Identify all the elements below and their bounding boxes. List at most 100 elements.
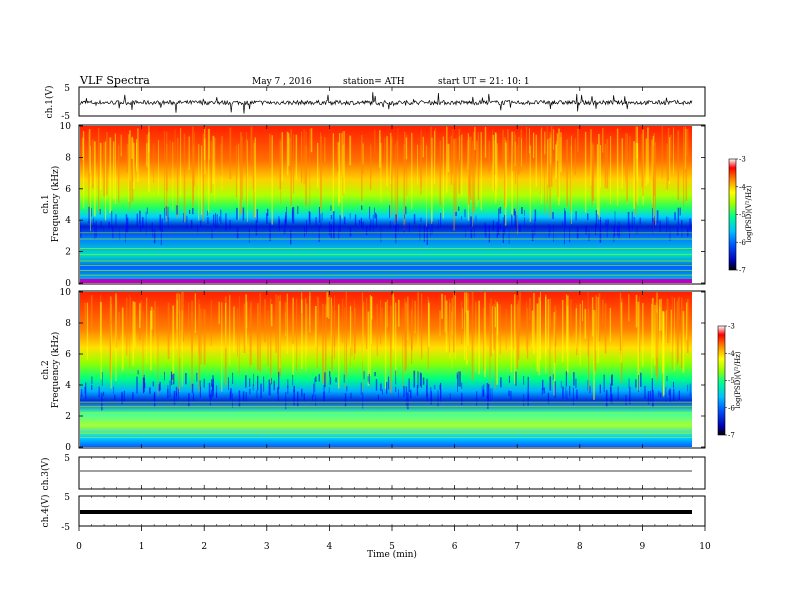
spectrogram-streak: [289, 137, 291, 171]
spectrogram-streak: [346, 386, 348, 392]
spectrogram-streak: [370, 144, 372, 190]
spectrogram-streak: [569, 386, 571, 396]
spectrogram-streak: [674, 297, 675, 372]
spectrogram-streak: [177, 138, 179, 219]
spectrogram-streak: [375, 214, 378, 228]
spectrogram-streak: [157, 306, 159, 397]
spectrogram-streak: [659, 392, 662, 398]
spectrogram-streak: [395, 302, 397, 378]
time-tick-label: 4: [327, 542, 333, 552]
spectrogram-streak: [322, 212, 323, 221]
spectrogram-streak: [336, 142, 339, 172]
spectrogram-streak: [453, 143, 455, 231]
spectrogram-streak: [121, 307, 124, 371]
spectrogram-streak: [669, 137, 671, 184]
spectrogram-streak: [510, 304, 513, 373]
spectrogram-streak: [629, 223, 630, 239]
spectrogram-streak: [193, 132, 195, 187]
spectrogram-streak: [550, 228, 551, 233]
spectrogram-streak: [427, 223, 430, 229]
colorbar-tick-label: -3: [728, 323, 735, 331]
spectrogram-streak: [548, 223, 550, 238]
spectrogram-streak: [127, 217, 129, 233]
spectrogram-streak: [218, 301, 220, 325]
spectrogram-streak: [628, 378, 630, 388]
spectrogram-streak: [599, 228, 602, 243]
frequency-tick-label: 4: [65, 381, 71, 391]
spectrogram-streak: [204, 138, 206, 175]
spectrogram-streak: [210, 141, 212, 193]
spectrogram-streak: [99, 142, 102, 190]
spectrogram-streak: [619, 292, 622, 351]
spectrogram-streak: [322, 303, 324, 384]
spectrogram-streak: [439, 384, 441, 390]
spectrogram-streak: [647, 127, 649, 184]
colorbar-tick-label: -5: [739, 211, 746, 219]
spectrogram-streak: [511, 214, 513, 227]
spectrogram-streak: [211, 229, 213, 240]
spectrogram-streak: [115, 293, 117, 381]
spectrogram-streak: [524, 217, 525, 227]
spectrogram-streak: [560, 132, 562, 172]
spectrogram-streak: [395, 370, 397, 385]
spectrogram-streak: [90, 146, 91, 232]
spectrogram-streak: [544, 131, 546, 155]
spectrogram-streak: [110, 297, 113, 324]
spectrogram-streak: [266, 213, 268, 225]
spectrogram-streak: [213, 378, 214, 396]
spectrogram-streak: [651, 139, 653, 204]
spectrogram-streak: [112, 141, 115, 200]
spectrogram-streak: [654, 142, 656, 226]
spectrogram-streak: [592, 144, 595, 201]
spectrogram-streak: [313, 383, 315, 397]
spectrogram-streak: [406, 134, 408, 196]
spectrogram-streak: [148, 132, 150, 193]
spectrogram-streak: [556, 133, 559, 161]
spectrogram-streak: [361, 135, 363, 202]
spectrogram-streak: [597, 297, 599, 364]
spectrogram-streak: [686, 129, 688, 157]
ch1-frequency-ticks: 0 2 4 6 8 10: [60, 122, 705, 289]
spectrogram-streak: [321, 135, 322, 214]
spectrogram-streak: [686, 302, 688, 341]
time-tick-label: 8: [577, 542, 583, 552]
spectrogram-streak: [172, 142, 174, 211]
spectrogram-streak: [422, 377, 425, 385]
spectrogram-streak: [160, 229, 162, 245]
spectrogram-streak: [91, 376, 93, 384]
spectrogram-streak: [118, 144, 120, 203]
spectrogram-streak: [146, 297, 148, 365]
spectrogram-streak: [566, 139, 568, 207]
spectrogram-streak: [457, 371, 459, 387]
spectrogram-streak: [341, 132, 343, 219]
ch1-colorbar-ticks: -3 -4 -5 -6 -7: [736, 156, 746, 275]
ch2-colorbar-gradient: [717, 325, 726, 436]
spectrogram-streak: [407, 296, 409, 341]
spectrogram-streak: [108, 221, 110, 229]
spectrogram-streak: [132, 142, 135, 189]
spectrogram-streak: [221, 302, 223, 392]
spectrogram-streak: [490, 388, 491, 403]
spectrogram-streak: [91, 208, 92, 217]
spectrogram-streak: [599, 384, 601, 394]
spectrogram-streak: [318, 225, 320, 242]
spectrogram-streak: [285, 391, 287, 410]
spectrogram-streak: [214, 137, 216, 203]
spectrogram-streak: [235, 145, 238, 198]
spectrogram-streak: [607, 219, 609, 226]
spectrogram-streak: [564, 227, 565, 245]
spectrogram-streak: [349, 135, 352, 166]
spectrogram-streak: [242, 391, 245, 401]
spectrogram-streak: [553, 312, 556, 396]
spectrogram-streak: [553, 129, 555, 150]
spectrogram-streak: [250, 126, 253, 162]
spectrogram-streak: [566, 390, 568, 401]
spectrogram-streak: [452, 129, 454, 174]
spectrogram-streak: [140, 300, 142, 321]
spectrogram-streak: [402, 307, 404, 387]
spectrogram-streak: [445, 300, 448, 353]
spectrogram-streak: [575, 308, 577, 349]
spectrogram-streak: [670, 135, 672, 158]
spectrogram-streak: [140, 224, 142, 232]
spectrogram-streak: [591, 297, 594, 337]
